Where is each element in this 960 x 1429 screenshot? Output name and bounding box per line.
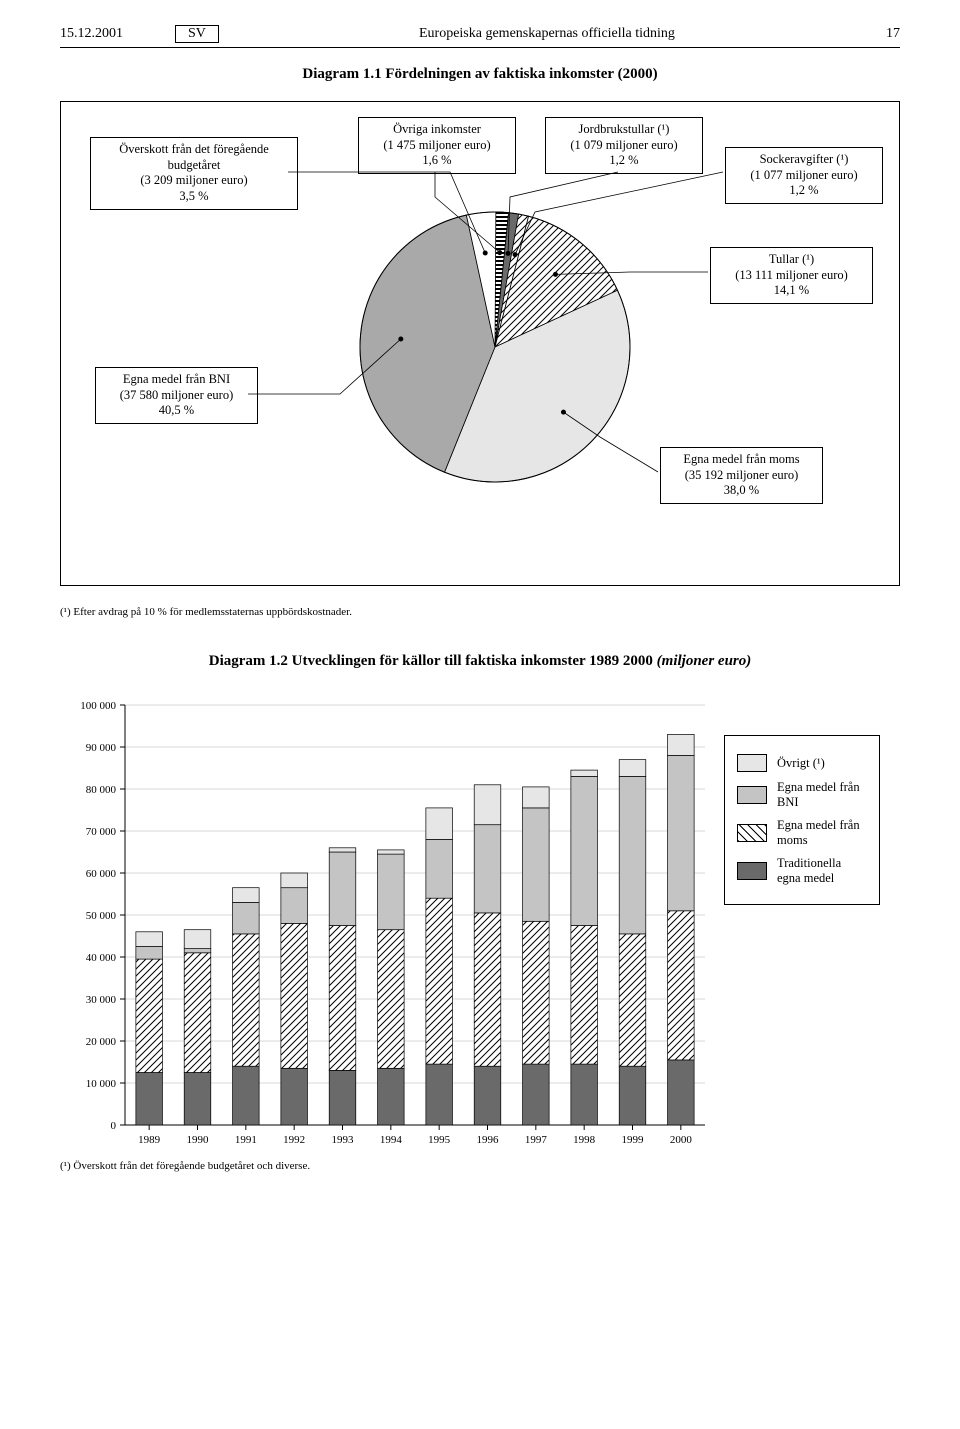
legend-swatch [737,786,767,804]
legend: Övrigt (¹) Egna medel från BNI Egna medel … [724,735,880,905]
diagram2-footnote: (¹) Överskott från det föregående budget… [60,1160,900,1172]
legend-label: Traditionella egna medel [777,856,867,886]
svg-text:1998: 1998 [573,1134,596,1146]
svg-text:1994: 1994 [380,1134,403,1146]
svg-text:0: 0 [111,1120,117,1132]
svg-text:80 000: 80 000 [86,784,117,796]
legend-label: Egna medel från BNI [777,780,867,810]
label-vat: Egna medel från moms (35 192 miljoner eu… [660,447,823,504]
svg-text:1995: 1995 [428,1134,451,1146]
svg-text:1990: 1990 [187,1134,210,1146]
svg-text:1993: 1993 [332,1134,355,1146]
legend-label: Egna medel från moms [777,818,867,848]
bar-chart-container: 0 10 000 20 000 30 000 40 000 50 000 60 000 70 … [60,695,880,1155]
svg-text:1989: 1989 [138,1134,161,1146]
page-header: 15.12.2001 SV Europeiska gemenskapernas … [60,25,900,48]
svg-text:40 000: 40 000 [86,952,117,964]
label-sugar: Sockeravgifter (¹) (1 077 miljoner euro)… [725,147,883,204]
svg-text:30 000: 30 000 [86,994,117,1006]
svg-text:1996: 1996 [477,1134,500,1146]
svg-text:1992: 1992 [283,1134,305,1146]
svg-text:10 000: 10 000 [86,1078,117,1090]
label-customs: Tullar (¹) (13 111 miljoner euro) 14,1 % [710,247,873,304]
label-surplus: Överskott från det föregående budgetåret… [90,137,298,210]
header-date: 15.12.2001 [60,26,160,42]
legend-swatch [737,824,767,842]
svg-text:1999: 1999 [622,1134,645,1146]
legend-swatch [737,754,767,772]
diagram2-title: Diagram 1.2 Utvecklingen för källor till… [60,653,900,670]
pie-chart-box: Överskott från det föregående budgetåret… [60,101,900,586]
header-journal: Europeiska gemenskapernas officiella tid… [234,26,860,42]
header-lang: SV [175,25,219,43]
svg-text:60 000: 60 000 [86,868,117,880]
diagram1-footnote: (¹) Efter avdrag på 10 % för medlemsstat… [60,606,900,618]
svg-text:20 000: 20 000 [86,1036,117,1048]
diagram1-title: Diagram 1.1 Fördelningen av faktiska ink… [60,66,900,83]
svg-text:50 000: 50 000 [86,910,117,922]
label-bni: Egna medel från BNI (37 580 miljoner eur… [95,367,258,424]
legend-item: Egna medel från moms [737,818,867,848]
label-agri: Jordbrukstullar (¹) (1 079 miljoner euro… [545,117,703,174]
svg-text:1997: 1997 [525,1134,548,1146]
svg-text:1991: 1991 [235,1134,257,1146]
legend-item: Egna medel från BNI [737,780,867,810]
svg-text:100 000: 100 000 [80,700,116,712]
legend-swatch [737,862,767,880]
pie-chart [355,207,635,487]
svg-text:90 000: 90 000 [86,742,117,754]
legend-label: Övrigt (¹) [777,756,825,771]
header-pageno: 17 [860,26,900,42]
legend-item: Övrigt (¹) [737,754,867,772]
label-other: Övriga inkomster (1 475 miljoner euro) 1… [358,117,516,174]
legend-item: Traditionella egna medel [737,856,867,886]
svg-text:2000: 2000 [670,1134,693,1146]
svg-text:70 000: 70 000 [86,826,117,838]
